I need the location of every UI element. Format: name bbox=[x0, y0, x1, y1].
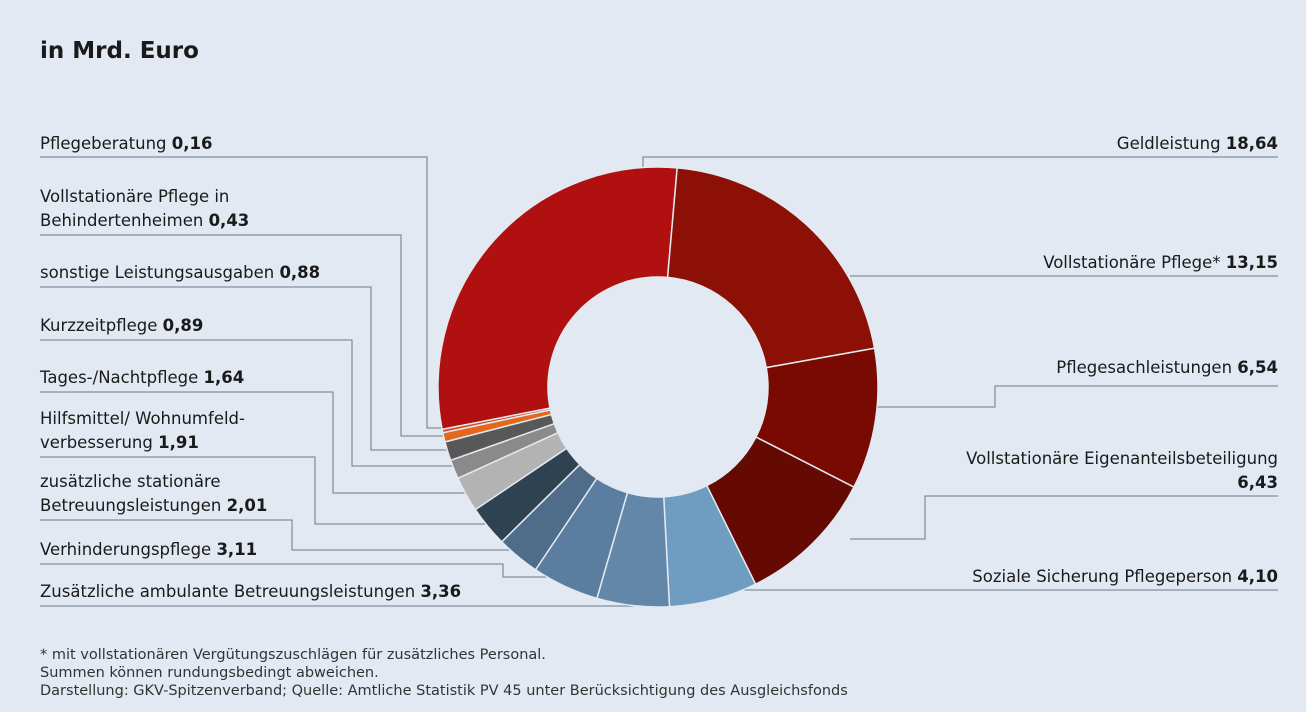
label-geldleistung: Geldleistung 18,64 bbox=[1116, 134, 1278, 153]
label-kurzzeitpflege: Kurzzeitpflege 0,89 bbox=[40, 316, 204, 335]
label-hilfsmittel: Hilfsmittel/ Wohnumfeld-verbesserung 1,9… bbox=[40, 409, 245, 452]
chart-title: in Mrd. Euro bbox=[40, 38, 199, 64]
slice-pflegeberatung bbox=[441, 407, 552, 434]
label-eigenanteil: Vollstationäre Eigenanteilsbeteiligung 6,… bbox=[966, 449, 1278, 492]
footnote-rounding: Summen können rundungsbedingt abweichen. bbox=[40, 665, 379, 681]
donut-slices bbox=[437, 166, 879, 608]
leader-kurzzeitpflege bbox=[40, 339, 454, 467]
leader-zusaetzliche-stationaere bbox=[40, 519, 515, 551]
footnotes: * mit vollstationären Vergütungszuschläg… bbox=[40, 646, 848, 700]
leader-eigenanteil bbox=[850, 495, 1278, 540]
leader-behindertenheime bbox=[40, 234, 445, 437]
footnote-asterisk: * mit vollstationären Vergütungszuschläg… bbox=[40, 647, 546, 663]
label-behindertenheime: Vollstationäre Pflege in Behindertenheime… bbox=[40, 187, 250, 230]
leader-tagespflege bbox=[40, 391, 465, 494]
leader-geldleistung bbox=[642, 156, 1278, 168]
slice-vollstationäre-pflege- bbox=[666, 167, 876, 369]
label-soziale-sicherung: Soziale Sicherung Pflegeperson 4,10 bbox=[972, 567, 1278, 586]
label-verhinderungspflege: Verhinderungspflege 3,11 bbox=[40, 540, 258, 559]
label-sonstige: sonstige Leistungsausgaben 0,88 bbox=[40, 263, 321, 282]
leader-verhinderungspflege bbox=[40, 563, 548, 578]
label-tagespflege: Tages-/Nachtpflege 1,64 bbox=[40, 368, 245, 387]
label-pflegesachleistungen: Pflegesachleistungen 6,54 bbox=[1056, 358, 1278, 377]
slice-geldleistung bbox=[437, 166, 678, 431]
leader-sonstige bbox=[40, 286, 449, 451]
leader-pflegesachleistungen bbox=[877, 385, 1278, 408]
label-vollstationaere-pflege: Vollstationäre Pflege* 13,15 bbox=[1043, 253, 1278, 272]
leader-pflegeberatung bbox=[40, 156, 441, 429]
footnote-source: Darstellung: GKV-Spitzenverband; Quelle:… bbox=[40, 683, 848, 699]
label-zusaetzliche-ambulante: Zusätzliche ambulante Betreuungsleistung… bbox=[40, 582, 462, 601]
leader-hilfsmittel bbox=[40, 456, 485, 525]
label-zusaetzliche-stationaere: zusätzliche stationäre Betreuungsleistung… bbox=[40, 472, 268, 515]
label-pflegeberatung: Pflegeberatung 0,16 bbox=[40, 134, 213, 153]
